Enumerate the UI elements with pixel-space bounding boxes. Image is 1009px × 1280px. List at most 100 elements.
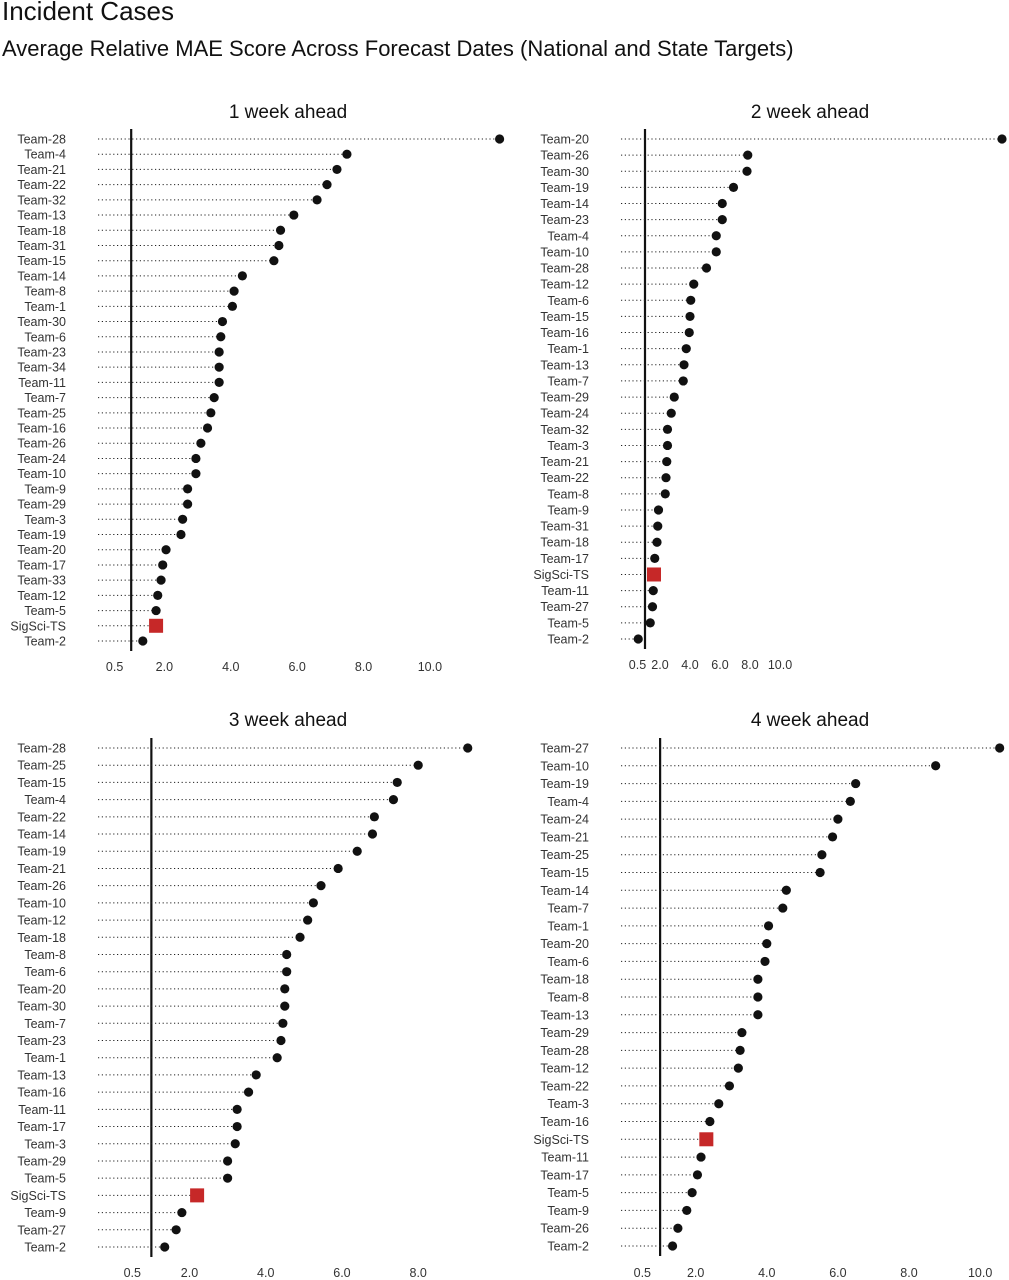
data-point bbox=[237, 271, 247, 281]
data-point bbox=[701, 263, 712, 273]
x-tick-label: 6.0 bbox=[288, 660, 305, 674]
data-point bbox=[660, 489, 670, 499]
data-point bbox=[214, 347, 224, 357]
category-label: Team-7 bbox=[547, 374, 589, 388]
data-point bbox=[851, 778, 861, 789]
category-label: Team-9 bbox=[547, 1204, 589, 1218]
data-point bbox=[661, 473, 671, 483]
data-point bbox=[251, 1070, 261, 1080]
data-point bbox=[995, 743, 1005, 753]
category-label: Team-5 bbox=[547, 1186, 589, 1200]
category-label: Team-15 bbox=[540, 866, 589, 880]
highlight-marker bbox=[149, 618, 164, 633]
category-label: Team-3 bbox=[24, 1137, 66, 1151]
category-label: Team-5 bbox=[24, 604, 66, 618]
category-label: Team-29 bbox=[540, 391, 589, 405]
category-label: Team-8 bbox=[547, 991, 589, 1005]
panel-4-week-ahead: 4 week ahead Team-27 Team-10 Team-19 Team-4 T… bbox=[533, 710, 1005, 1280]
category-label: Team-19 bbox=[17, 528, 66, 542]
data-point bbox=[685, 311, 695, 322]
panel-2-week-ahead: 2 week ahead Team-20 Team-26 Team-30 Team-19… bbox=[533, 102, 1007, 672]
category-label: Team-4 bbox=[547, 795, 589, 809]
panel-3-week-ahead: 3 week ahead Team-28 Team-25 Team-15 Team-4 T… bbox=[10, 710, 473, 1280]
category-label: Team-14 bbox=[17, 269, 66, 283]
category-label: SigSci-TS bbox=[10, 619, 66, 633]
panel-title: 1 week ahead bbox=[229, 102, 347, 123]
page-subtitle: Average Relative MAE Score Across Foreca… bbox=[2, 36, 794, 61]
data-point bbox=[647, 602, 658, 612]
data-point bbox=[742, 166, 752, 176]
x-tick-label: 8.0 bbox=[355, 660, 372, 674]
category-label: Team-16 bbox=[17, 422, 66, 436]
category-label: Team-6 bbox=[547, 294, 589, 308]
category-label: Team-16 bbox=[540, 326, 589, 340]
category-label: Team-8 bbox=[24, 948, 66, 962]
data-point bbox=[214, 377, 224, 387]
data-point bbox=[717, 215, 727, 225]
category-label: Team-23 bbox=[17, 1034, 66, 1048]
category-label: Team-18 bbox=[17, 931, 66, 945]
data-point bbox=[650, 553, 660, 563]
data-point bbox=[161, 545, 171, 555]
data-point bbox=[666, 408, 676, 418]
category-label: Team-19 bbox=[540, 181, 589, 195]
data-point bbox=[735, 1045, 745, 1055]
category-label: Team-11 bbox=[541, 584, 589, 598]
category-label: Team-2 bbox=[24, 1241, 66, 1255]
x-tick-label: 0.5 bbox=[124, 1266, 141, 1280]
category-label: Team-11 bbox=[541, 1151, 589, 1165]
category-label: Team-34 bbox=[17, 361, 66, 375]
category-label: Team-3 bbox=[547, 1097, 589, 1111]
data-point bbox=[696, 1152, 706, 1162]
category-label: Team-13 bbox=[17, 1068, 66, 1082]
category-label: Team-5 bbox=[547, 616, 589, 630]
data-point bbox=[667, 1241, 678, 1251]
data-point bbox=[232, 1104, 242, 1114]
data-point bbox=[463, 743, 473, 753]
category-label: Team-9 bbox=[547, 503, 589, 517]
category-label: Team-17 bbox=[17, 1120, 66, 1134]
category-label: Team-28 bbox=[540, 1044, 589, 1058]
category-label: Team-12 bbox=[540, 1062, 589, 1076]
data-point bbox=[369, 812, 379, 822]
data-point bbox=[763, 921, 774, 931]
x-tick-label: 10.0 bbox=[768, 658, 792, 672]
panel-1-week-ahead: 1 week aheadTeam-28Team-4Team-21Team-22T… bbox=[10, 102, 505, 674]
data-point bbox=[276, 1035, 286, 1046]
x-tick-label: 2.0 bbox=[156, 660, 173, 674]
data-point bbox=[753, 974, 763, 984]
x-tick-label: 4.0 bbox=[257, 1266, 274, 1280]
category-label: Team-18 bbox=[540, 973, 589, 987]
category-label: Team-11 bbox=[18, 1103, 66, 1117]
category-label: Team-22 bbox=[540, 1079, 589, 1093]
panel-title: 3 week ahead bbox=[229, 710, 347, 731]
category-label: Team-14 bbox=[540, 884, 589, 898]
category-label: Team-21 bbox=[17, 862, 66, 876]
data-point bbox=[679, 360, 689, 370]
category-label: Team-17 bbox=[540, 552, 589, 566]
data-point bbox=[295, 932, 305, 942]
category-label: Team-29 bbox=[540, 1026, 589, 1040]
data-point bbox=[733, 1063, 743, 1073]
category-label: Team-17 bbox=[17, 558, 66, 572]
data-point bbox=[153, 590, 163, 600]
data-point bbox=[223, 1173, 233, 1183]
data-point bbox=[282, 967, 292, 977]
category-label: Team-20 bbox=[17, 543, 66, 557]
category-label: Team-11 bbox=[18, 376, 66, 390]
category-label: Team-10 bbox=[540, 759, 589, 773]
x-tick-label: 0.5 bbox=[629, 658, 646, 672]
category-label: Team-19 bbox=[540, 777, 589, 791]
category-label: Team-4 bbox=[24, 793, 66, 807]
category-label: Team-28 bbox=[540, 262, 589, 276]
category-label: Team-16 bbox=[17, 1086, 66, 1100]
data-point bbox=[322, 180, 332, 190]
category-label: Team-13 bbox=[540, 1008, 589, 1022]
category-label: Team-26 bbox=[540, 149, 589, 163]
data-point bbox=[171, 1225, 181, 1235]
data-point bbox=[652, 537, 662, 547]
category-label: Team-4 bbox=[24, 148, 66, 162]
data-point bbox=[413, 760, 423, 770]
data-point bbox=[817, 850, 827, 860]
data-point bbox=[178, 514, 188, 524]
